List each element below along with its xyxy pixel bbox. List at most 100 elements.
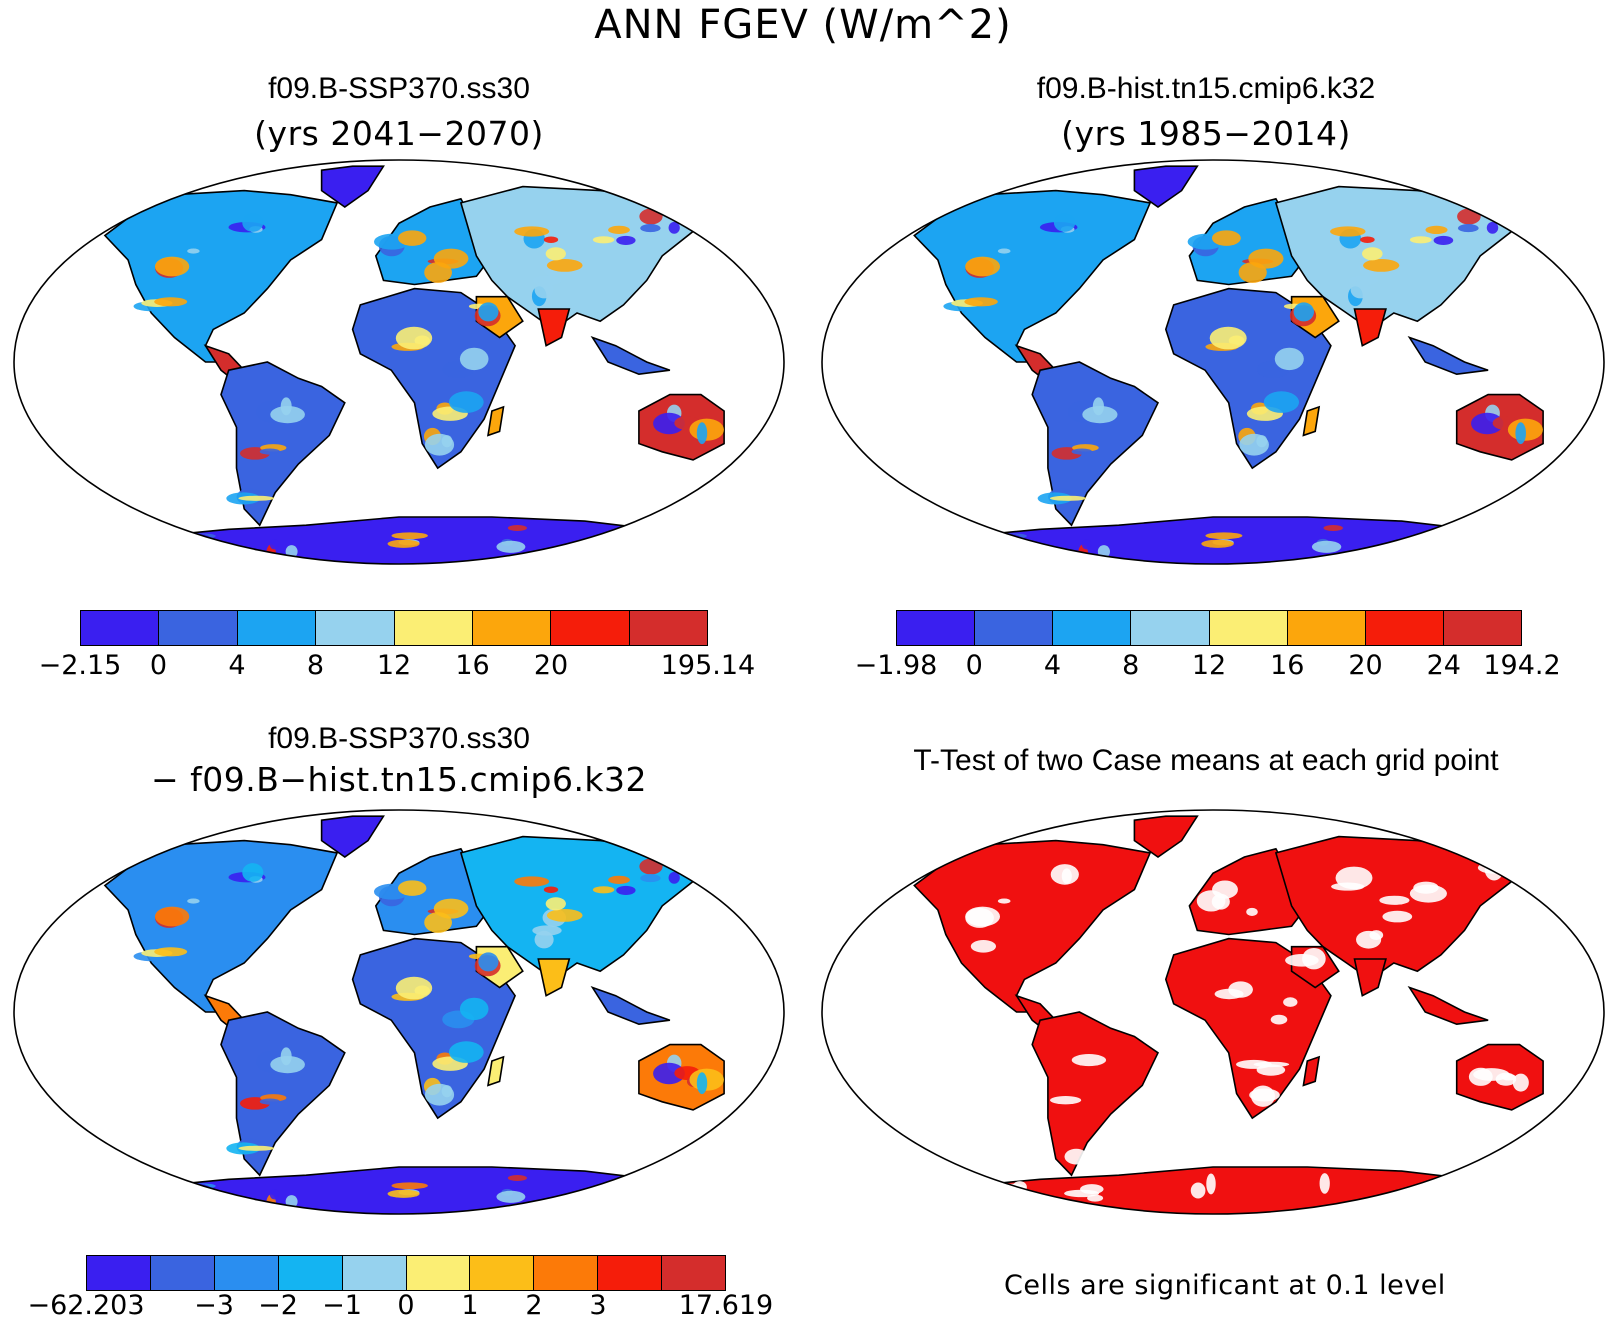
field-patch [175, 1183, 213, 1198]
field-patch [424, 262, 452, 283]
colorbar-tr-tick-label: 12 [1191, 650, 1227, 681]
field-patch [543, 236, 559, 243]
field-patch [653, 1062, 685, 1085]
field-patch [1512, 1073, 1529, 1092]
land-namerica [913, 839, 1152, 1013]
land-greenland [1133, 165, 1199, 208]
land-greenland [320, 165, 385, 208]
field-patch [391, 532, 428, 540]
field-patch [1457, 208, 1481, 225]
land-india [537, 958, 571, 997]
field-patch [653, 412, 685, 435]
field-patch [1360, 236, 1375, 243]
colorbar-tr-tick-label: 194.2 [1483, 650, 1561, 681]
field-patch [696, 1072, 708, 1095]
field-patch [1049, 495, 1087, 501]
panel-tr-title: f09.B-hist.tn15.cmip6.k32 [1036, 72, 1376, 105]
colorbar-bl-swatch [87, 1256, 151, 1290]
colorbar-bl-swatch [278, 1256, 343, 1290]
land-samerica [1031, 1011, 1160, 1177]
land-africa [351, 937, 517, 1120]
colorbar-tl-swatch [629, 611, 707, 645]
colorbar-bl-swatch [342, 1256, 407, 1290]
map-boundary [821, 159, 1605, 565]
colorbar-tr-tick-label: 20 [1348, 650, 1383, 681]
field-patch [1330, 226, 1366, 237]
land-group [103, 165, 725, 564]
land-seasia [1407, 985, 1489, 1026]
field-patch [1211, 893, 1230, 910]
colorbar-bl-labels: −62.203 −3 −2 −1 0 1 2 3 17.619 [27, 1290, 773, 1324]
field-patch [995, 545, 1024, 562]
field-patch [640, 874, 661, 883]
field-patch [448, 1041, 484, 1063]
colorbar-tr-swatch [975, 611, 1054, 645]
panel-bl-title: f09.B-SSP370.ss30 [268, 722, 530, 755]
colorbar-tl-swatch [551, 611, 630, 645]
land-africa [1164, 287, 1332, 470]
panel-tl-subtitle: (yrs 2041−2070) [254, 114, 544, 153]
field-patch [546, 258, 583, 272]
colorbar-tl-swatch [159, 611, 238, 645]
colorbar-bl-tick-label: 17.619 [678, 1290, 774, 1321]
field-patch [507, 1175, 527, 1181]
field-patch [534, 930, 554, 949]
field-patch [496, 540, 526, 553]
field-patch [269, 1189, 280, 1200]
field-patch [397, 880, 427, 896]
colorbar-tr-tick-label: 24 [1426, 650, 1461, 681]
colorbar-bl-tick-label: 2 [525, 1290, 543, 1321]
land-group [103, 815, 725, 1214]
field-patch [1413, 881, 1439, 894]
land-india [1353, 958, 1387, 997]
field-patch [1249, 1088, 1280, 1102]
field-patch [238, 495, 275, 501]
field-patch [1082, 405, 1118, 424]
field-patch [616, 885, 636, 895]
field-patch [1425, 225, 1448, 235]
panel-br-title: T-Test of two Case means at each grid po… [913, 744, 1499, 777]
field-patch [1263, 391, 1300, 413]
land-madagascar [486, 405, 505, 437]
colorbar-bl-swatch [662, 1256, 726, 1290]
field-patch [639, 208, 663, 225]
colorbar-tr-tick-label: 4 [1043, 650, 1062, 681]
field-patch [1071, 1054, 1107, 1067]
land-samerica [220, 361, 346, 527]
land-madagascar [486, 1055, 505, 1087]
field-patch [478, 952, 499, 972]
colorbar-tl-swatch [237, 611, 317, 645]
colorbar-tl-swatch [394, 611, 473, 645]
colorbar-tl-tick-label: 12 [376, 650, 412, 681]
colorbar-tr-swatch [1131, 611, 1210, 645]
land-samerica [220, 1011, 346, 1177]
colorbar-tl-tick-label: −2.15 [38, 650, 122, 681]
field-patch [1190, 1182, 1206, 1199]
field-patch [154, 906, 190, 927]
colorbar-bl-tick-label: −62.203 [27, 1290, 145, 1321]
colorbar-bl-swatch [534, 1256, 599, 1290]
map-tr [821, 159, 1605, 565]
field-patch [608, 875, 630, 885]
field-patch [514, 226, 550, 237]
colorbar-tr-labels: −1.98 0 4 8 12 16 20 24 194.2 [855, 650, 1561, 684]
colorbar-tr [896, 610, 1522, 646]
map-bl [13, 809, 785, 1215]
land-samerica [1031, 361, 1160, 527]
field-patch [154, 947, 188, 957]
colorbar-bl-tick-label: −2 [258, 1290, 298, 1321]
field-patch [1080, 1184, 1104, 1195]
field-patch [970, 940, 997, 953]
colorbar-tr-swatch [1287, 611, 1366, 645]
map-boundary [821, 809, 1605, 1215]
field-patch [1061, 868, 1072, 884]
colorbar-tr-tick-label: 0 [965, 650, 983, 681]
field-patch [459, 997, 489, 1021]
field-patch [270, 1055, 305, 1074]
colorbar-bl-tick-label: 1 [461, 1290, 479, 1321]
field-patch [496, 1190, 526, 1203]
colorbar-bl [86, 1255, 726, 1291]
field-patch [1302, 947, 1326, 970]
field-patch [696, 422, 708, 445]
land-africa [351, 287, 517, 470]
